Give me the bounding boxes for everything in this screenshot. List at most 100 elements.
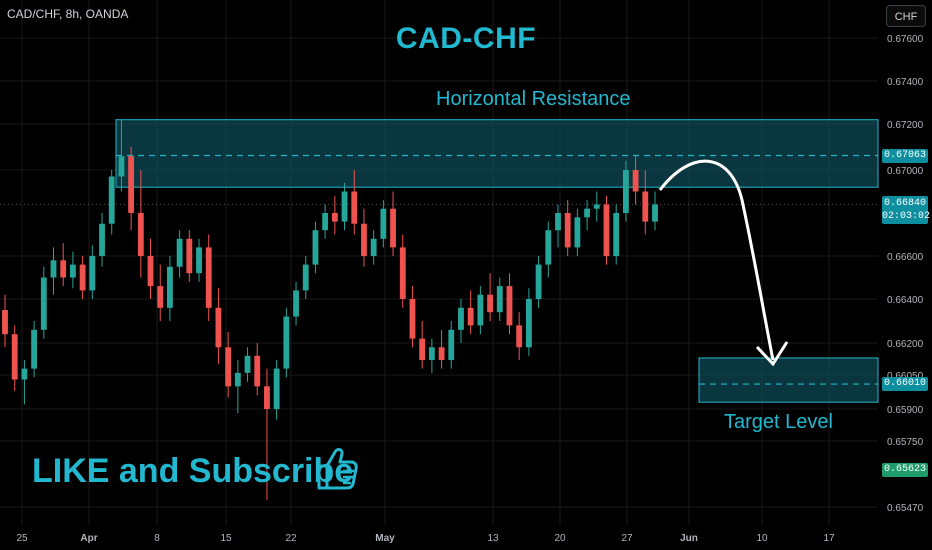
chart-title: CAD-CHF: [395, 22, 537, 55]
candle-body: [428, 347, 435, 361]
candle-body: [11, 334, 18, 380]
candle-body: [341, 191, 348, 222]
y-tick-label: 0.66050: [887, 371, 924, 382]
y-tick-label: 0.67000: [887, 166, 924, 177]
resistance-price-tag: 0.67063: [882, 149, 928, 163]
y-tick-label: 0.66600: [887, 252, 924, 263]
bar-countdown: 02:03:02: [882, 211, 931, 222]
candle-body: [399, 247, 406, 299]
candle-body: [176, 238, 183, 267]
y-tick-label: 0.66200: [887, 339, 924, 350]
forecast-arrowhead: [755, 341, 789, 367]
x-tick-label: 13: [487, 533, 499, 544]
candle-body: [186, 238, 193, 274]
like-subscribe-text: LIKE and Subscribe: [32, 452, 354, 490]
candle-body: [283, 316, 290, 369]
candle-body: [196, 247, 202, 274]
candle-body: [205, 247, 212, 308]
candle-body: [545, 230, 552, 265]
candle-body: [574, 217, 581, 248]
x-tick-label: 25: [16, 533, 28, 544]
candlestick-series: [2, 119, 658, 500]
candle-body: [147, 256, 154, 287]
x-tick-label: 8: [154, 533, 160, 544]
candle-body: [312, 230, 319, 265]
symbol-label: CAD/CHF, 8h, OANDA: [7, 7, 129, 21]
candle-body: [409, 299, 416, 339]
candle-body: [593, 204, 600, 209]
candle-body: [380, 208, 387, 239]
candle-body: [390, 208, 396, 248]
candle-body: [302, 264, 309, 291]
y-axis: 0.67600 0.67400 0.67200 0.67000 0.66600 0.664…: [887, 34, 924, 514]
y-tick-label: 0.67600: [887, 34, 924, 45]
candle-body: [564, 213, 571, 248]
y-tick-label: 0.67200: [887, 120, 924, 131]
target-zone: [698, 357, 879, 403]
y-tick-label: 0.67400: [887, 77, 924, 88]
candle-body: [99, 223, 105, 256]
x-tick-label: May: [375, 533, 395, 544]
currency-button[interactable]: CHF: [886, 5, 926, 27]
y-tick-label: 0.66400: [887, 295, 924, 306]
candle-body: [603, 204, 610, 256]
candle-body: [419, 338, 426, 361]
candle-body: [351, 191, 358, 224]
candle-body: [448, 329, 455, 361]
x-tick-label: 22: [285, 533, 297, 544]
x-tick-label: Jun: [680, 533, 698, 544]
x-tick-label: Apr: [80, 533, 97, 544]
candle-body: [21, 368, 28, 380]
candle-body: [31, 329, 38, 369]
candle-body: [108, 176, 115, 224]
x-tick-label: 27: [621, 533, 633, 544]
candle-body: [2, 310, 8, 335]
candle-body: [167, 266, 173, 308]
last-price-tag: 0.66840 02:03:02: [882, 196, 931, 224]
candle-body: [467, 307, 474, 326]
candle-body: [244, 355, 251, 373]
low-price-tag: 0.65623: [882, 463, 928, 477]
candle-body: [487, 294, 493, 313]
candle-body: [642, 191, 649, 222]
candle-body: [496, 286, 503, 313]
x-tick-label: 17: [823, 533, 835, 544]
candle-body: [584, 208, 590, 218]
x-tick-label: 15: [220, 533, 232, 544]
candle-body: [50, 260, 57, 278]
candle-body: [652, 204, 658, 222]
y-tick-label: 0.65750: [887, 437, 924, 448]
target-price-tag: 0.66010: [882, 377, 928, 391]
candle-body: [254, 355, 261, 387]
candle-body: [632, 170, 639, 192]
candle-body: [458, 307, 464, 330]
y-tick-label: 0.65900: [887, 405, 924, 416]
candle-body: [525, 299, 532, 348]
candle-body: [79, 264, 86, 291]
candle-body: [438, 347, 445, 361]
candle-body: [535, 264, 542, 299]
candle-body: [322, 213, 329, 231]
candle-body: [331, 213, 338, 222]
target-label: Target Level: [724, 411, 833, 433]
candle-body: [234, 372, 241, 387]
y-tick-label: 0.65470: [887, 503, 924, 514]
candle-body: [273, 368, 280, 409]
candle-body: [128, 156, 135, 213]
x-axis: 25 Apr 8 15 22 May 13 20 27 Jun 10 17: [16, 533, 835, 544]
candle-body: [293, 290, 299, 317]
candle-body: [225, 347, 232, 387]
resistance-zone: [115, 119, 879, 188]
candle-body: [506, 286, 513, 326]
candle-body: [157, 286, 164, 308]
candle-body: [370, 238, 377, 256]
candle-body: [40, 277, 47, 330]
chart-grid: [0, 0, 878, 525]
candle-body: [477, 294, 484, 326]
candle-body: [70, 264, 76, 278]
candle-body: [60, 260, 67, 278]
thumbs-up-icon: [317, 448, 358, 490]
candle-body: [264, 386, 270, 409]
candle-body: [361, 223, 367, 256]
